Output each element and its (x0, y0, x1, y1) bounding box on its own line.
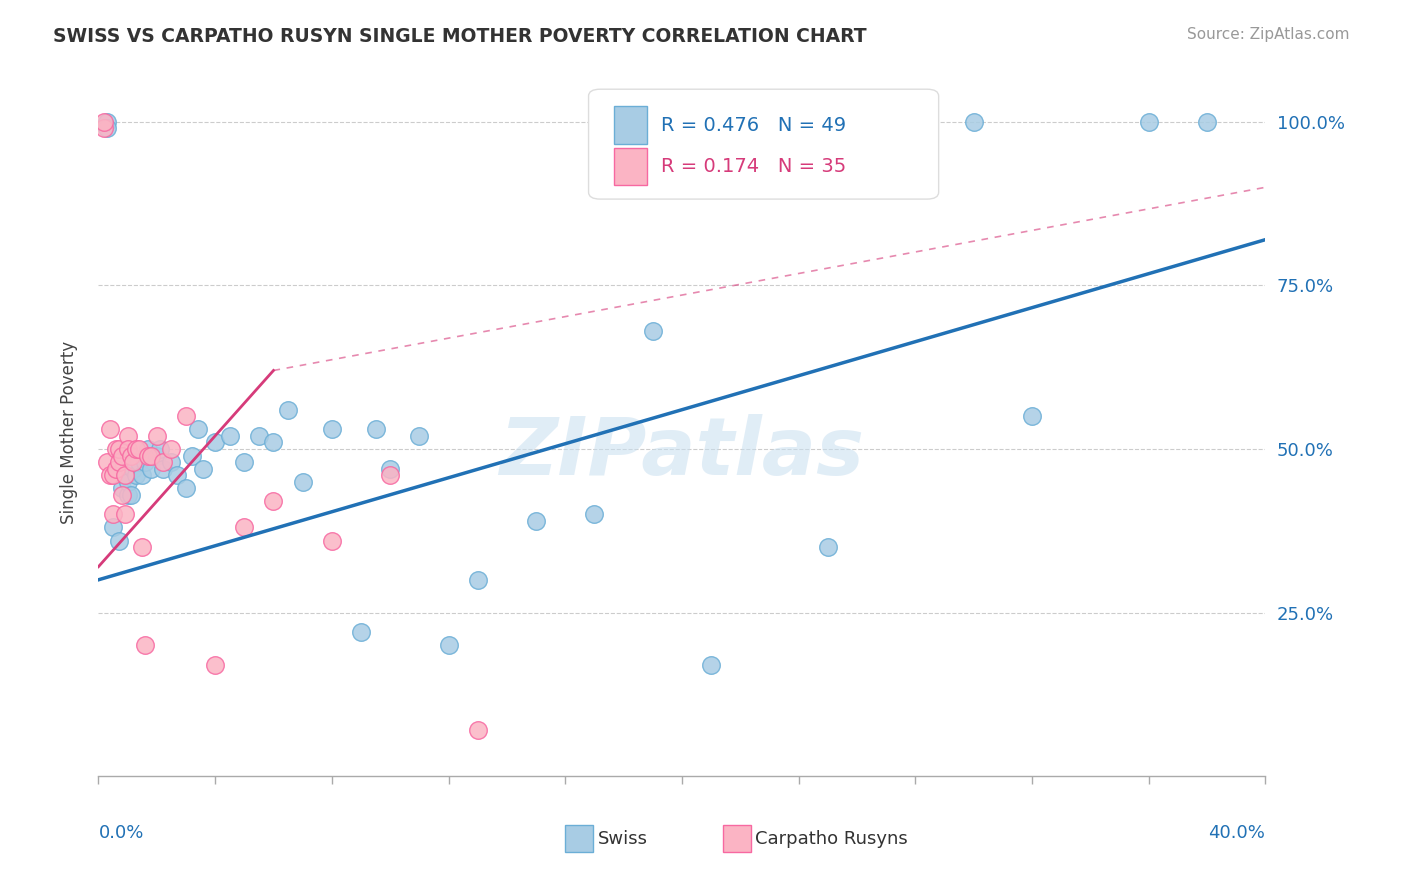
Point (108, 455, 131, 469)
Point (1137, 115, 1160, 129)
Point (131, 540, 153, 554)
Text: Source: ZipAtlas.com: Source: ZipAtlas.com (1187, 27, 1350, 42)
Point (321, 533, 343, 548)
Point (817, 540, 839, 554)
Text: 0.0%: 0.0% (98, 824, 143, 842)
Point (1021, 409, 1043, 424)
Point (262, 435, 284, 450)
Text: R = 0.476   N = 49: R = 0.476 N = 49 (661, 116, 846, 135)
FancyBboxPatch shape (589, 89, 939, 199)
Point (160, 442, 183, 456)
Point (174, 481, 197, 495)
Text: R = 0.174   N = 35: R = 0.174 N = 35 (661, 157, 846, 177)
Point (117, 475, 139, 489)
Y-axis label: Single Mother Poverty: Single Mother Poverty (59, 341, 77, 524)
Point (93, 121, 115, 136)
Point (875, 115, 897, 129)
Point (962, 115, 984, 129)
Point (134, 455, 156, 469)
FancyBboxPatch shape (614, 106, 647, 145)
Point (98, 468, 121, 483)
Point (193, 461, 215, 475)
Point (364, 422, 387, 436)
Point (380, 461, 402, 475)
FancyBboxPatch shape (614, 147, 647, 186)
Point (233, 455, 256, 469)
Point (583, 508, 606, 522)
Point (437, 638, 460, 652)
Point (277, 402, 299, 417)
Point (93, 115, 115, 129)
Point (120, 488, 142, 502)
Point (152, 461, 174, 475)
Point (111, 481, 134, 495)
Point (204, 657, 226, 672)
Point (291, 475, 314, 489)
Point (108, 533, 131, 548)
Point (146, 449, 169, 463)
Point (166, 468, 188, 483)
Point (524, 514, 547, 528)
Point (114, 508, 136, 522)
Point (96, 121, 118, 136)
Point (101, 520, 124, 534)
Point (180, 449, 202, 463)
Point (136, 449, 159, 463)
FancyBboxPatch shape (565, 825, 593, 852)
Point (160, 455, 183, 469)
Point (98, 422, 121, 436)
Point (467, 723, 489, 738)
Point (122, 455, 145, 469)
Point (408, 429, 430, 443)
Point (101, 508, 124, 522)
Point (233, 520, 256, 534)
Point (139, 449, 162, 463)
Point (104, 442, 127, 456)
Point (149, 442, 172, 456)
Point (117, 442, 139, 456)
Point (152, 455, 174, 469)
Point (134, 638, 156, 652)
Point (114, 468, 136, 483)
Point (128, 455, 150, 469)
Point (117, 429, 139, 443)
Point (321, 422, 343, 436)
Point (204, 435, 226, 450)
Point (146, 429, 169, 443)
Text: ZIPatlas: ZIPatlas (499, 414, 865, 492)
Point (96, 455, 118, 469)
Point (380, 468, 402, 483)
Point (1195, 115, 1218, 129)
Point (187, 422, 209, 436)
Point (96, 115, 118, 129)
Text: Carpatho Rusyns: Carpatho Rusyns (755, 830, 908, 848)
Point (128, 442, 150, 456)
Point (350, 625, 373, 640)
Point (218, 429, 240, 443)
Point (101, 468, 124, 483)
Point (174, 409, 197, 424)
Point (247, 429, 270, 443)
Point (131, 468, 153, 483)
Point (125, 442, 148, 456)
Text: SWISS VS CARPATHO RUSYN SINGLE MOTHER POVERTY CORRELATION CHART: SWISS VS CARPATHO RUSYN SINGLE MOTHER PO… (53, 27, 868, 45)
Point (120, 449, 142, 463)
Point (122, 461, 145, 475)
Text: 40.0%: 40.0% (1209, 824, 1265, 842)
Point (114, 468, 136, 483)
Point (104, 461, 127, 475)
Point (125, 468, 148, 483)
Point (467, 573, 489, 587)
Point (139, 461, 162, 475)
Text: Swiss: Swiss (598, 830, 648, 848)
Point (111, 488, 134, 502)
Point (111, 449, 134, 463)
Point (641, 324, 664, 338)
FancyBboxPatch shape (723, 825, 751, 852)
Point (136, 442, 159, 456)
Point (700, 657, 723, 672)
Point (117, 488, 139, 502)
Point (108, 442, 131, 456)
Point (262, 494, 284, 508)
